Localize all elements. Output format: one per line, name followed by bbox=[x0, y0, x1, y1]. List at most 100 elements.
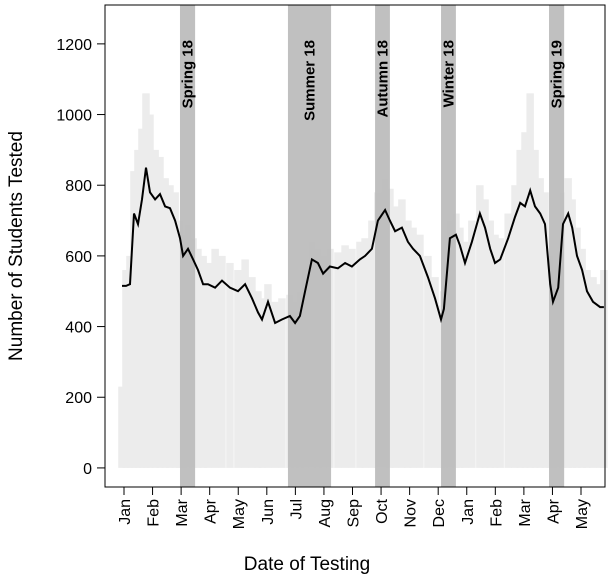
daily-bar bbox=[334, 252, 342, 468]
daily-bar bbox=[218, 255, 226, 468]
daily-bar bbox=[476, 185, 484, 468]
y-tick-label: 0 bbox=[83, 461, 92, 478]
x-tick-label: Nov bbox=[403, 499, 420, 527]
daily-bar bbox=[151, 149, 159, 468]
daily-bar bbox=[234, 270, 242, 468]
x-tick-label: Oct bbox=[374, 498, 391, 523]
daily-bar bbox=[541, 192, 549, 468]
y-tick-label: 600 bbox=[65, 249, 92, 266]
daily-bar bbox=[204, 262, 212, 468]
daily-bar bbox=[573, 227, 581, 468]
daily-bar bbox=[461, 241, 469, 468]
daily-bar bbox=[526, 93, 534, 468]
term-label: Summer 18 bbox=[302, 40, 319, 121]
y-tick-label: 1200 bbox=[56, 37, 92, 54]
daily-bar bbox=[211, 248, 219, 468]
trend-line bbox=[122, 167, 604, 325]
daily-bar bbox=[199, 255, 207, 468]
daily-bar bbox=[341, 245, 349, 468]
daily-bar bbox=[130, 171, 138, 468]
term-span bbox=[549, 5, 565, 487]
daily-bar bbox=[486, 220, 494, 468]
daily-bar bbox=[278, 298, 286, 468]
term-label: Spring 18 bbox=[180, 40, 197, 108]
daily-bar bbox=[226, 262, 234, 468]
daily-bar bbox=[241, 259, 249, 468]
daily-bar bbox=[568, 199, 576, 468]
daily-bar bbox=[361, 238, 369, 468]
daily-bar bbox=[126, 255, 134, 468]
daily-bar bbox=[431, 277, 439, 468]
x-tick-label: Jan bbox=[117, 499, 134, 525]
daily-bar bbox=[258, 298, 266, 468]
x-axis-label: Date of Testing bbox=[244, 554, 370, 575]
daily-bar bbox=[456, 227, 464, 468]
daily-bar bbox=[146, 114, 154, 468]
daily-bar bbox=[578, 248, 586, 468]
daily-bar bbox=[254, 291, 262, 468]
x-tick-label: Aug bbox=[317, 499, 334, 527]
daily-bar bbox=[271, 301, 279, 468]
daily-bar bbox=[583, 270, 591, 468]
daily-bar bbox=[416, 234, 424, 468]
x-tick-label: Feb bbox=[488, 499, 505, 527]
plot-frame bbox=[104, 4, 606, 488]
x-tick-label: Jun bbox=[260, 499, 277, 525]
daily-bar bbox=[122, 270, 130, 468]
daily-bar bbox=[600, 270, 608, 468]
daily-bar bbox=[504, 213, 512, 468]
x-tick-label: Mar bbox=[174, 498, 191, 526]
daily-bar bbox=[536, 178, 544, 468]
x-tick-label: Apr bbox=[545, 498, 562, 524]
daily-bar bbox=[138, 128, 146, 468]
x-tick-label: Feb bbox=[146, 499, 163, 527]
y-axis-label: Number of Students Tested bbox=[6, 131, 27, 361]
y-tick-label: 200 bbox=[65, 390, 92, 407]
daily-bar bbox=[264, 284, 272, 468]
daily-bar bbox=[564, 178, 572, 468]
y-tick-label: 1000 bbox=[56, 108, 92, 125]
daily-bar bbox=[348, 248, 356, 468]
daily-bar bbox=[589, 277, 597, 468]
x-tick-label: May bbox=[231, 499, 248, 529]
term-label: Spring 19 bbox=[549, 40, 566, 108]
daily-bar bbox=[161, 178, 169, 468]
daily-bar bbox=[468, 220, 476, 468]
daily-bar bbox=[398, 199, 406, 468]
term-label: Autumn 18 bbox=[374, 40, 391, 118]
daily-bar bbox=[481, 199, 489, 468]
x-tick-label: Sep bbox=[346, 499, 363, 528]
daily-bar bbox=[356, 241, 364, 468]
y-tick-label: 800 bbox=[65, 178, 92, 195]
daily-bar bbox=[409, 227, 417, 468]
x-tick-label: Mar bbox=[517, 498, 534, 526]
daily-bar bbox=[156, 156, 164, 468]
term-span bbox=[287, 5, 332, 487]
daily-bar bbox=[171, 192, 179, 468]
daily-bar bbox=[511, 185, 519, 468]
daily-bar bbox=[496, 238, 504, 468]
term-label: Winter 18 bbox=[440, 40, 457, 107]
x-tick-label: May bbox=[574, 499, 591, 529]
daily-bar bbox=[166, 185, 174, 468]
x-tick-label: Jan bbox=[460, 499, 477, 525]
daily-bar bbox=[404, 220, 412, 468]
term-span bbox=[375, 5, 390, 487]
daily-bar bbox=[424, 255, 432, 468]
daily-bar bbox=[391, 206, 399, 468]
term-span bbox=[179, 5, 196, 487]
x-tick-label: Dec bbox=[431, 499, 448, 527]
daily-bar bbox=[531, 149, 539, 468]
x-tick-label: Jul bbox=[288, 499, 305, 519]
daily-bar bbox=[134, 149, 142, 468]
daily-bar bbox=[142, 93, 150, 468]
daily-bar bbox=[516, 149, 524, 468]
y-tick-label: 400 bbox=[65, 320, 92, 337]
daily-bar bbox=[368, 220, 376, 468]
x-tick-label: Apr bbox=[203, 498, 220, 524]
daily-bar bbox=[521, 132, 529, 468]
daily-bar bbox=[194, 248, 202, 468]
daily-bar bbox=[248, 277, 256, 468]
